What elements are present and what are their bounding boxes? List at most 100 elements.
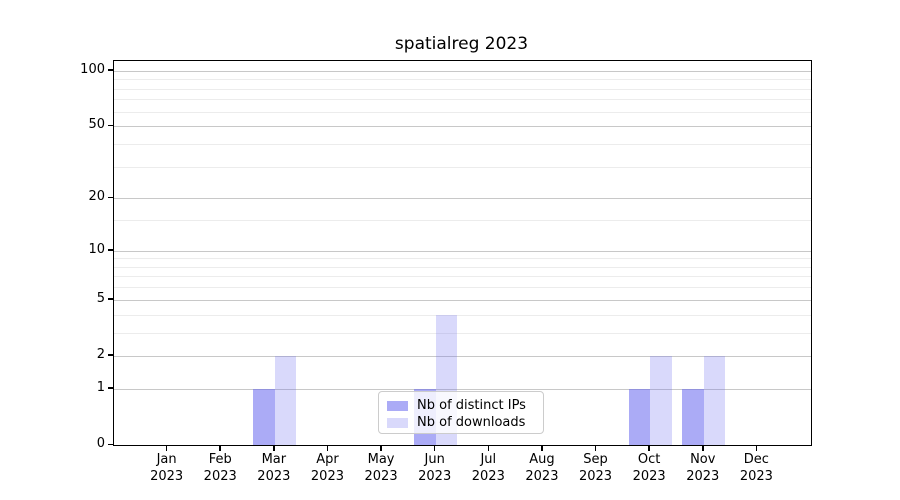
x-tick-label: Jul 2023 xyxy=(456,451,520,485)
legend-entry-downloads: Nb of downloads xyxy=(387,414,535,431)
x-tick-label: Nov 2023 xyxy=(671,451,735,485)
y-tick-mark xyxy=(108,387,113,389)
x-tick-label: Aug 2023 xyxy=(510,451,574,485)
x-tick-label: Oct 2023 xyxy=(617,451,681,485)
x-tick-month: Jan xyxy=(156,452,177,467)
plot-area: Nb of distinct IPs Nb of downloads xyxy=(113,60,812,446)
x-tick-mark xyxy=(165,445,168,451)
bar-distinct-ips xyxy=(628,388,651,445)
minor-gridline xyxy=(114,276,811,278)
minor-gridline xyxy=(114,99,811,101)
x-tick-label: Mar 2023 xyxy=(242,451,306,485)
x-tick-year: 2023 xyxy=(686,469,720,484)
y-tick-label: 20 xyxy=(88,189,105,205)
minor-gridline xyxy=(114,79,811,81)
x-tick-mark xyxy=(326,445,329,451)
y-tick-mark xyxy=(108,69,113,71)
x-tick-mark xyxy=(755,445,758,451)
y-tick-mark xyxy=(108,249,113,251)
x-tick-label: Dec 2023 xyxy=(724,451,788,485)
x-tick-mark xyxy=(648,445,650,451)
y-tick-mark xyxy=(108,354,113,356)
x-tick-month: Apr xyxy=(316,452,339,467)
x-tick-year: 2023 xyxy=(257,469,291,484)
y-tick-mark xyxy=(108,196,113,199)
y-tick-label: 2 xyxy=(96,346,105,362)
x-tick-mark xyxy=(273,445,275,451)
x-tick-year: 2023 xyxy=(150,469,184,484)
minor-gridline xyxy=(114,266,811,268)
minor-gridline xyxy=(114,314,811,316)
x-tick-month: Nov xyxy=(690,452,716,467)
major-gridline xyxy=(114,198,811,200)
x-tick-label: Sep 2023 xyxy=(564,451,628,485)
legend: Nb of distinct IPs Nb of downloads xyxy=(378,391,544,434)
x-tick-label: Jun 2023 xyxy=(403,451,467,485)
y-tick-mark xyxy=(108,298,113,300)
minor-gridline xyxy=(114,88,811,90)
major-gridline xyxy=(114,126,811,128)
x-tick-year: 2023 xyxy=(578,469,613,484)
legend-label-downloads: Nb of downloads xyxy=(417,415,526,430)
y-tick-label: 100 xyxy=(80,61,105,77)
major-gridline xyxy=(114,299,811,301)
y-tick-label: 0 xyxy=(96,436,105,451)
y-tick-mark xyxy=(108,124,113,127)
minor-gridline xyxy=(114,258,811,260)
x-tick-month: May xyxy=(367,452,395,467)
bar-downloads xyxy=(703,355,726,445)
major-gridline xyxy=(114,388,811,390)
minor-gridline xyxy=(114,287,811,289)
x-tick-month: Feb xyxy=(208,452,232,467)
x-tick-year: 2023 xyxy=(203,469,237,484)
x-tick-mark xyxy=(594,445,597,451)
x-tick-mark xyxy=(487,445,490,451)
chart-title: spatialreg 2023 xyxy=(394,34,529,54)
minor-gridline xyxy=(114,332,811,334)
bar-downloads xyxy=(650,355,672,445)
y-tick-label: 10 xyxy=(88,241,105,257)
legend-label-distinct-ips: Nb of distinct IPs xyxy=(417,398,526,413)
x-tick-year: 2023 xyxy=(525,469,559,484)
x-tick-month: Aug xyxy=(529,452,555,467)
bar-distinct-ips xyxy=(253,388,275,445)
x-tick-label: Feb 2023 xyxy=(188,451,252,485)
minor-gridline xyxy=(114,166,811,168)
minor-gridline xyxy=(114,111,811,113)
y-tick-label: 5 xyxy=(96,290,105,306)
x-tick-month: Oct xyxy=(637,452,661,467)
x-tick-label: May 2023 xyxy=(349,451,413,485)
x-tick-year: 2023 xyxy=(632,469,666,484)
x-tick-year: 2023 xyxy=(418,469,452,484)
x-tick-year: 2023 xyxy=(364,469,398,484)
x-tick-year: 2023 xyxy=(471,469,505,484)
x-tick-month: Jun xyxy=(424,452,445,467)
x-tick-mark xyxy=(219,445,221,451)
x-tick-year: 2023 xyxy=(310,469,344,484)
plot-canvas xyxy=(114,61,811,445)
x-tick-label: Jan 2023 xyxy=(135,451,199,485)
x-tick-mark xyxy=(702,445,704,451)
y-tick-label: 1 xyxy=(96,379,105,395)
x-tick-year: 2023 xyxy=(739,469,773,484)
x-tick-mark xyxy=(380,445,382,451)
major-gridline xyxy=(114,250,811,252)
x-tick-month: Jul xyxy=(480,452,497,467)
major-gridline xyxy=(114,355,811,357)
x-tick-month: Mar xyxy=(261,452,287,467)
x-tick-month: Sep xyxy=(583,452,608,467)
minor-gridline xyxy=(114,220,811,222)
legend-swatch-downloads-icon xyxy=(387,417,408,428)
bar-downloads xyxy=(274,355,297,445)
x-tick-mark xyxy=(433,445,436,451)
x-tick-label: Apr 2023 xyxy=(295,451,359,485)
legend-swatch-distinct-ips-icon xyxy=(387,400,408,411)
y-tick-mark xyxy=(108,443,113,445)
minor-gridline xyxy=(114,143,811,145)
y-tick-label: 50 xyxy=(88,117,105,133)
x-tick-mark xyxy=(541,445,543,451)
x-tick-month: Dec xyxy=(743,452,769,467)
major-gridline xyxy=(114,70,811,72)
bar-distinct-ips xyxy=(682,388,704,445)
